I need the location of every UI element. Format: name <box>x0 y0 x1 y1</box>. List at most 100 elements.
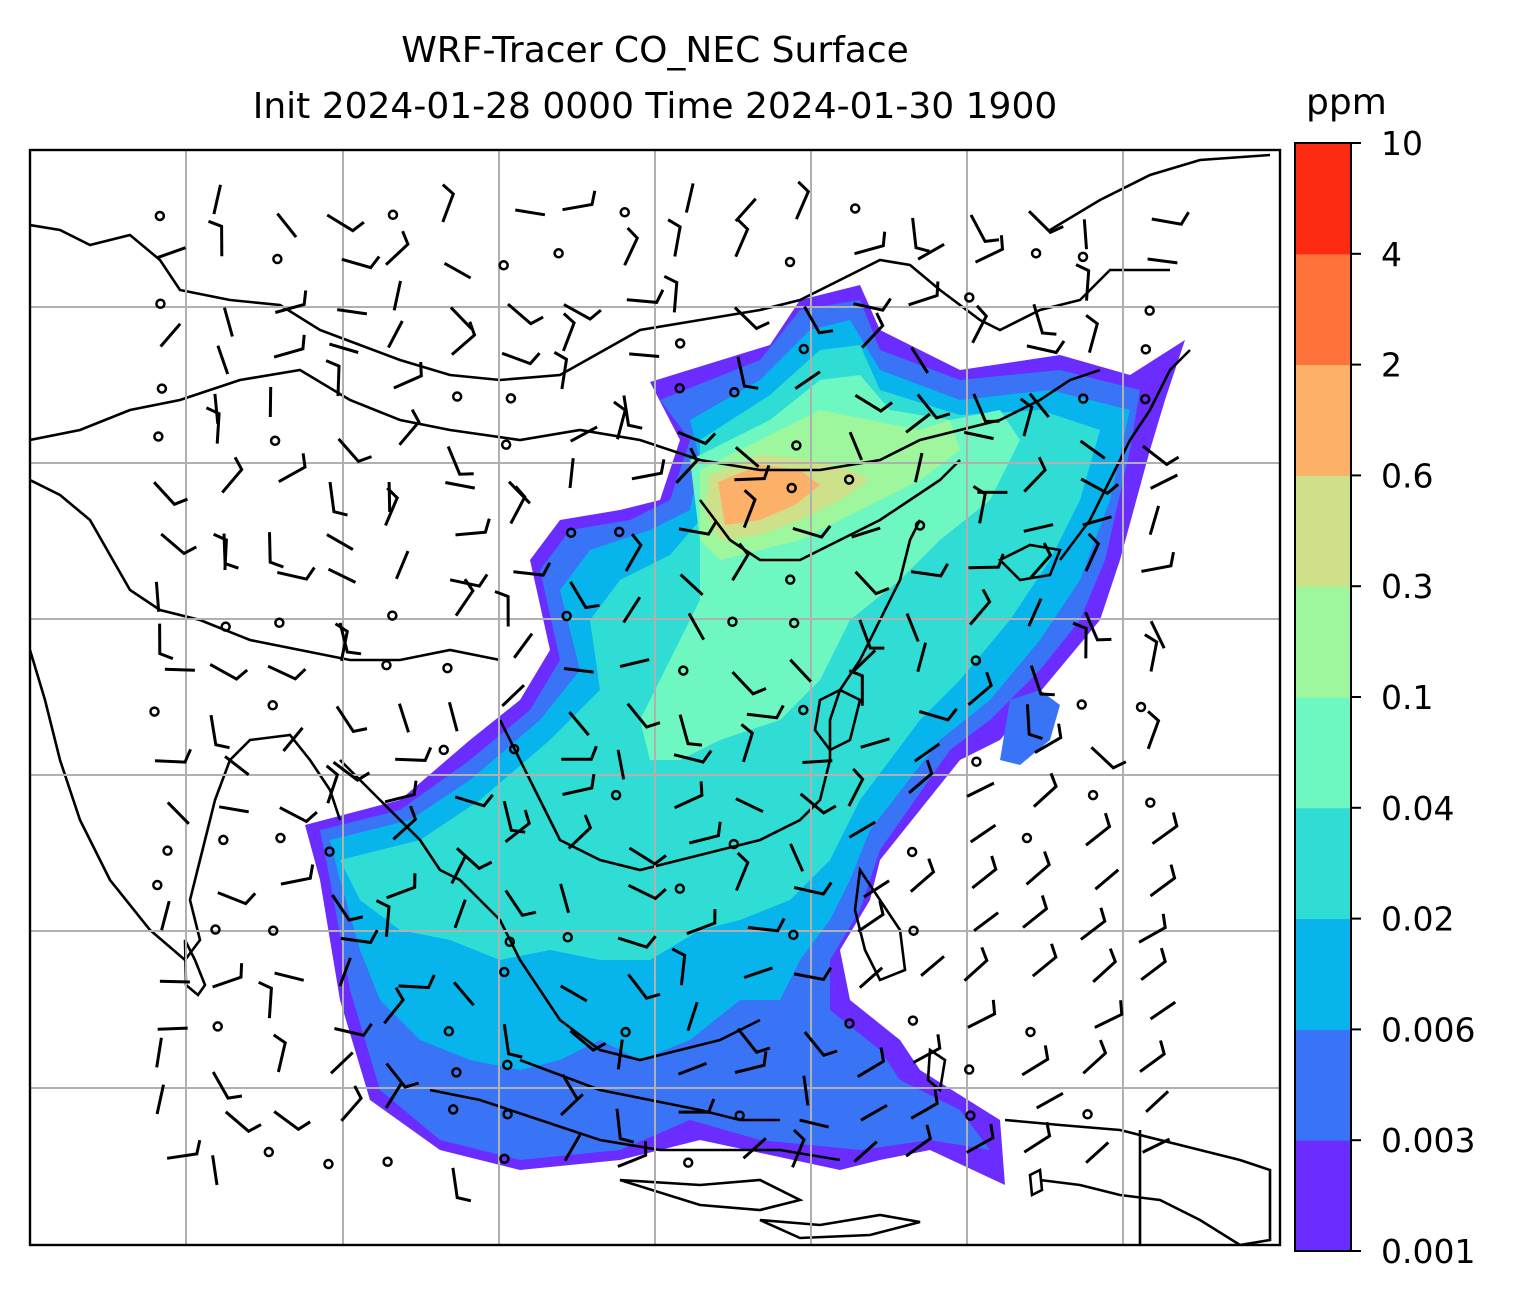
wind-barb <box>972 393 1000 424</box>
wind-barb <box>905 412 931 434</box>
wind-barb <box>622 395 643 430</box>
wind-barb <box>863 879 890 899</box>
wind-barb <box>1146 710 1161 750</box>
wind-barb <box>375 899 391 937</box>
wind-barb <box>1149 473 1179 490</box>
wind-barb <box>853 1140 878 1163</box>
wind-barb <box>332 761 371 783</box>
wind-barb <box>747 917 786 933</box>
wind-barb <box>746 704 785 720</box>
wind-barb <box>209 714 230 750</box>
wind-barb <box>799 792 837 815</box>
wind-barb <box>974 235 1005 264</box>
calm-wind-marker <box>906 846 918 858</box>
wind-barb <box>910 346 929 374</box>
wind-barb <box>450 855 467 885</box>
calm-wind-marker <box>267 700 278 711</box>
wind-barb <box>160 900 171 931</box>
wind-barb <box>155 1037 163 1068</box>
wind-barb <box>971 304 989 344</box>
wind-barb <box>504 809 531 843</box>
calm-wind-marker <box>156 383 168 394</box>
calm-wind-marker <box>443 1025 455 1037</box>
wind-barb <box>276 566 316 581</box>
wind-barb <box>910 562 950 578</box>
calm-wind-marker <box>1144 305 1155 316</box>
wind-barb <box>857 900 885 933</box>
calm-wind-marker <box>674 883 686 894</box>
wind-barb <box>688 821 722 845</box>
wind-barb <box>851 526 881 539</box>
wind-barb <box>258 980 273 1019</box>
wind-barb <box>221 456 244 494</box>
wind-barb <box>159 322 182 348</box>
wind-barb <box>509 485 527 525</box>
wind-barb <box>684 183 695 213</box>
wind-barb <box>1029 665 1055 697</box>
calm-wind-marker <box>1077 251 1089 263</box>
calm-wind-marker <box>447 1104 459 1115</box>
wind-barb <box>569 1029 607 1052</box>
calm-wind-marker <box>1025 1026 1036 1038</box>
calm-wind-marker <box>381 659 392 671</box>
calm-wind-marker <box>562 932 573 943</box>
calm-wind-marker <box>153 431 164 442</box>
wind-barb <box>387 320 404 349</box>
wind-barb <box>615 1108 635 1144</box>
wind-barb <box>966 781 995 798</box>
wind-barb <box>159 979 190 984</box>
wind-barb <box>164 667 195 672</box>
wind-barb <box>1023 523 1054 533</box>
wind-barb <box>1027 598 1043 627</box>
calm-wind-marker <box>784 256 796 268</box>
wind-barb <box>1140 947 1167 981</box>
calm-wind-marker <box>499 966 510 978</box>
wind-barb <box>617 1141 648 1168</box>
wind-barb <box>1144 633 1159 672</box>
wind-barb <box>563 1134 582 1162</box>
wind-barb <box>272 1033 287 1073</box>
wind-barb <box>679 573 704 596</box>
wind-barb <box>803 1031 838 1058</box>
calm-wind-marker <box>502 1059 513 1071</box>
wind-barb <box>677 1061 708 1076</box>
wind-barb <box>967 999 997 1029</box>
wind-barb <box>386 873 417 900</box>
wind-barb <box>628 846 667 866</box>
calm-wind-marker <box>729 387 740 398</box>
calm-wind-marker <box>1082 1109 1093 1120</box>
wind-barb <box>337 437 373 464</box>
wind-barb <box>445 481 476 490</box>
calm-wind-marker <box>561 610 572 622</box>
wind-barb <box>624 533 643 572</box>
wind-barb <box>279 806 318 824</box>
wind-barb <box>1021 1045 1050 1077</box>
calm-wind-marker <box>500 439 512 450</box>
calm-wind-marker <box>323 1158 334 1170</box>
colorbar-segment <box>1295 1029 1351 1141</box>
calm-wind-marker <box>1077 393 1089 404</box>
wind-barb <box>802 1075 810 1106</box>
wind-barb <box>791 1128 806 1168</box>
calm-wind-marker <box>964 292 975 303</box>
wind-barb <box>513 562 552 577</box>
wind-barb <box>740 723 755 763</box>
wind-barb <box>384 1081 404 1109</box>
wind-barb <box>451 1167 472 1203</box>
wind-barb <box>1148 505 1161 536</box>
calm-wind-marker <box>218 834 229 846</box>
colorbar-tick-label: 0.04 <box>1381 789 1454 828</box>
wind-barb <box>1149 620 1166 649</box>
calm-wind-marker <box>565 527 577 538</box>
map-gridlines <box>30 150 1280 1245</box>
wind-barb <box>1082 515 1112 527</box>
wind-barbs <box>149 180 1190 1203</box>
calm-wind-marker <box>674 383 685 394</box>
wind-barb <box>1075 263 1091 301</box>
wind-barb <box>799 1118 830 1129</box>
calm-wind-marker <box>274 617 285 629</box>
calm-wind-marker <box>499 1153 510 1165</box>
wind-barb <box>794 370 821 390</box>
wind-barb <box>398 408 421 446</box>
